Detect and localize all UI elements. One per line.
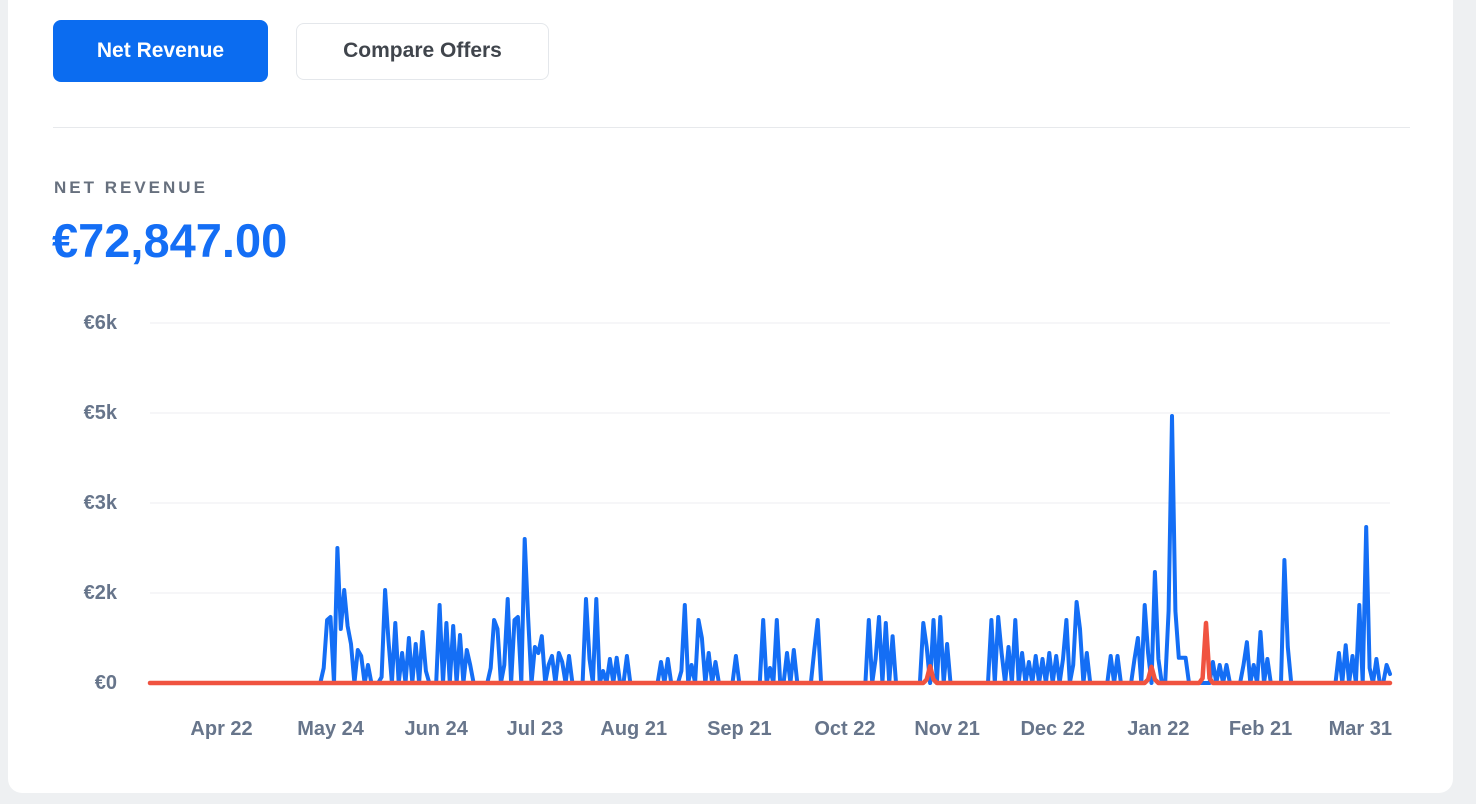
y-tick-label: €5k [84,402,118,424]
x-tick-label: Jul 23 [507,718,564,740]
compare-offers-tab-button[interactable]: Compare Offers [296,22,549,80]
divider [53,127,1410,128]
net-revenue-chart: €6k €5k €3k €2k €0 Apr 22 May 24 Jun 24 Jul 23 Au… [84,312,1393,740]
x-tick-label: Aug 21 [600,718,667,740]
x-tick-label: Sep 21 [707,718,771,740]
net-revenue-amount: €72,847.00 [52,214,288,267]
x-tick-label: Dec 22 [1020,718,1085,740]
x-tick-label: Apr 22 [190,718,252,740]
y-tick-label: €6k [84,312,118,334]
x-tick-label: May 24 [297,718,365,740]
x-tick-label: Oct 22 [814,718,875,740]
x-tick-label: Jan 22 [1127,718,1189,740]
net-revenue-tab-button[interactable]: Net Revenue [53,20,268,82]
revenue-card: Net Revenue Compare Offers NET REVENUE €… [8,0,1453,793]
y-tick-label: €3k [84,492,118,514]
net-revenue-heading: NET REVENUE [54,178,208,197]
net-revenue-line [148,414,1392,685]
comparison-line [147,620,1393,686]
y-tick-label: €2k [84,582,118,604]
x-tick-label: Mar 31 [1329,718,1392,740]
toolbar: Net Revenue Compare Offers [53,20,549,82]
x-tick-label: Nov 21 [914,718,980,740]
x-tick-label: Jun 24 [404,718,468,740]
y-tick-label: €0 [95,672,117,694]
x-tick-label: Feb 21 [1229,718,1292,740]
